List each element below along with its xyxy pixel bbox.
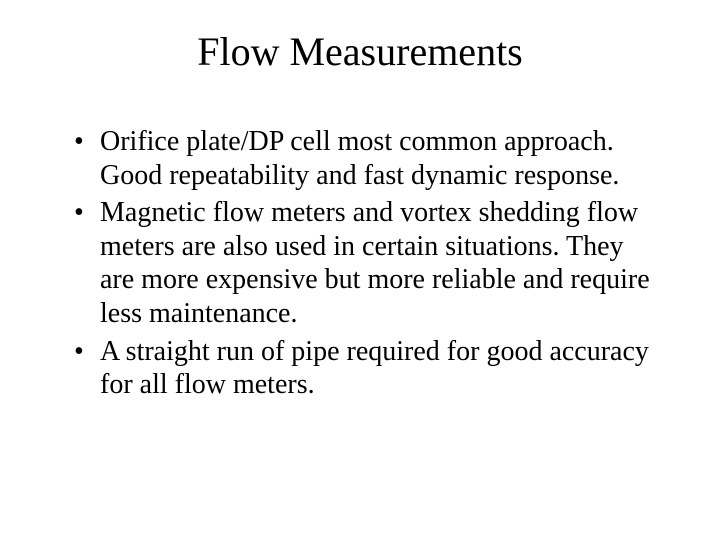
slide-title: Flow Measurements (60, 28, 660, 75)
bullet-item: A straight run of pipe required for good… (70, 335, 650, 402)
bullet-item: Orifice plate/DP cell most common approa… (70, 125, 650, 192)
slide: Flow Measurements Orifice plate/DP cell … (0, 0, 720, 540)
bullet-item: Magnetic flow meters and vortex shedding… (70, 196, 650, 330)
bullet-list: Orifice plate/DP cell most common approa… (60, 125, 660, 402)
